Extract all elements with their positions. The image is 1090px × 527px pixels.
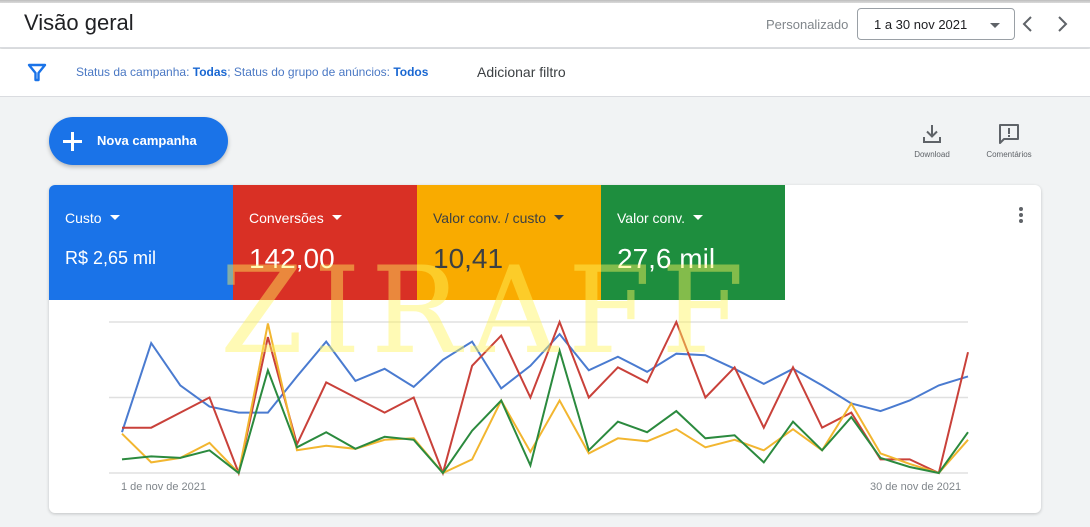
adgroup-status-value: Todos xyxy=(393,65,429,79)
metric-conv-value[interactable]: Valor conv. 27,6 mil xyxy=(601,185,785,300)
caret-down-icon xyxy=(692,214,703,220)
plus-icon xyxy=(63,128,83,154)
metric-label: Custo xyxy=(65,210,120,226)
next-period-button[interactable] xyxy=(1050,11,1074,37)
series-line xyxy=(121,332,969,433)
caret-down-icon xyxy=(109,214,120,220)
metric-value: R$ 2,65 mil xyxy=(65,248,157,268)
feedback-icon xyxy=(999,124,1019,144)
metric-conversions[interactable]: Conversões 142,00 xyxy=(233,185,417,300)
page-header: Visão geral Personalizado 1 a 30 nov 202… xyxy=(0,3,1090,48)
download-button[interactable]: Download xyxy=(905,122,959,159)
chevron-right-icon xyxy=(1058,16,1068,32)
date-range-select[interactable]: 1 a 30 nov 2021 xyxy=(857,8,1015,40)
more-options-icon[interactable] xyxy=(1017,207,1025,227)
metric-value: 142,00 xyxy=(249,243,335,274)
metric-cost[interactable]: Custo R$ 2,65 mil xyxy=(49,185,233,300)
metric-value: 10,41 xyxy=(433,243,504,274)
top-edge xyxy=(0,0,1090,4)
filter-icon[interactable] xyxy=(27,62,47,82)
download-label: Download xyxy=(914,150,950,159)
adgroup-status-label: Status do grupo de anúncios: xyxy=(233,65,394,79)
new-campaign-button[interactable]: Nova campanha xyxy=(49,117,228,165)
new-campaign-label: Nova campanha xyxy=(97,133,197,148)
filter-separator: ; xyxy=(227,65,234,79)
filter-bar: Status da campanha: Todas; Status do gru… xyxy=(0,49,1090,97)
page-title: Visão geral xyxy=(24,10,134,35)
series-line xyxy=(121,346,969,475)
download-icon xyxy=(923,125,941,143)
x-axis-end-label: 30 de nov de 2021 xyxy=(870,481,962,493)
metric-label: Valor conv. xyxy=(617,210,703,226)
chevron-left-icon xyxy=(1022,16,1032,32)
metric-label: Valor conv. / custo xyxy=(433,210,565,226)
metric-value: 27,6 mil xyxy=(617,243,716,274)
comments-button[interactable]: Comentários xyxy=(980,122,1038,159)
add-filter-button[interactable]: Adicionar filtro xyxy=(477,64,566,80)
series-line xyxy=(121,323,969,476)
caret-down-icon xyxy=(554,214,565,220)
metric-label: Conversões xyxy=(249,210,342,226)
x-axis-start-label: 1 de nov de 2021 xyxy=(121,481,207,493)
prev-period-button[interactable] xyxy=(1016,11,1040,37)
comments-label: Comentários xyxy=(986,150,1032,159)
campaign-status-value: Todas xyxy=(192,65,228,79)
caret-down-icon xyxy=(331,214,342,220)
performance-card: Custo R$ 2,65 mil Conversões 142,00 Valo… xyxy=(49,185,1041,513)
caret-down-icon xyxy=(990,23,1000,28)
series-line xyxy=(122,319,969,477)
metric-conv-value-per-cost[interactable]: Valor conv. / custo 10,41 xyxy=(417,185,601,300)
date-range-label: Personalizado xyxy=(766,17,849,32)
date-range-value: 1 a 30 nov 2021 xyxy=(874,17,968,32)
active-filters[interactable]: Status da campanha: Todas; Status do gru… xyxy=(76,65,428,79)
performance-line-chart[interactable] xyxy=(49,300,1041,513)
campaign-status-label: Status da campanha: xyxy=(76,65,193,79)
